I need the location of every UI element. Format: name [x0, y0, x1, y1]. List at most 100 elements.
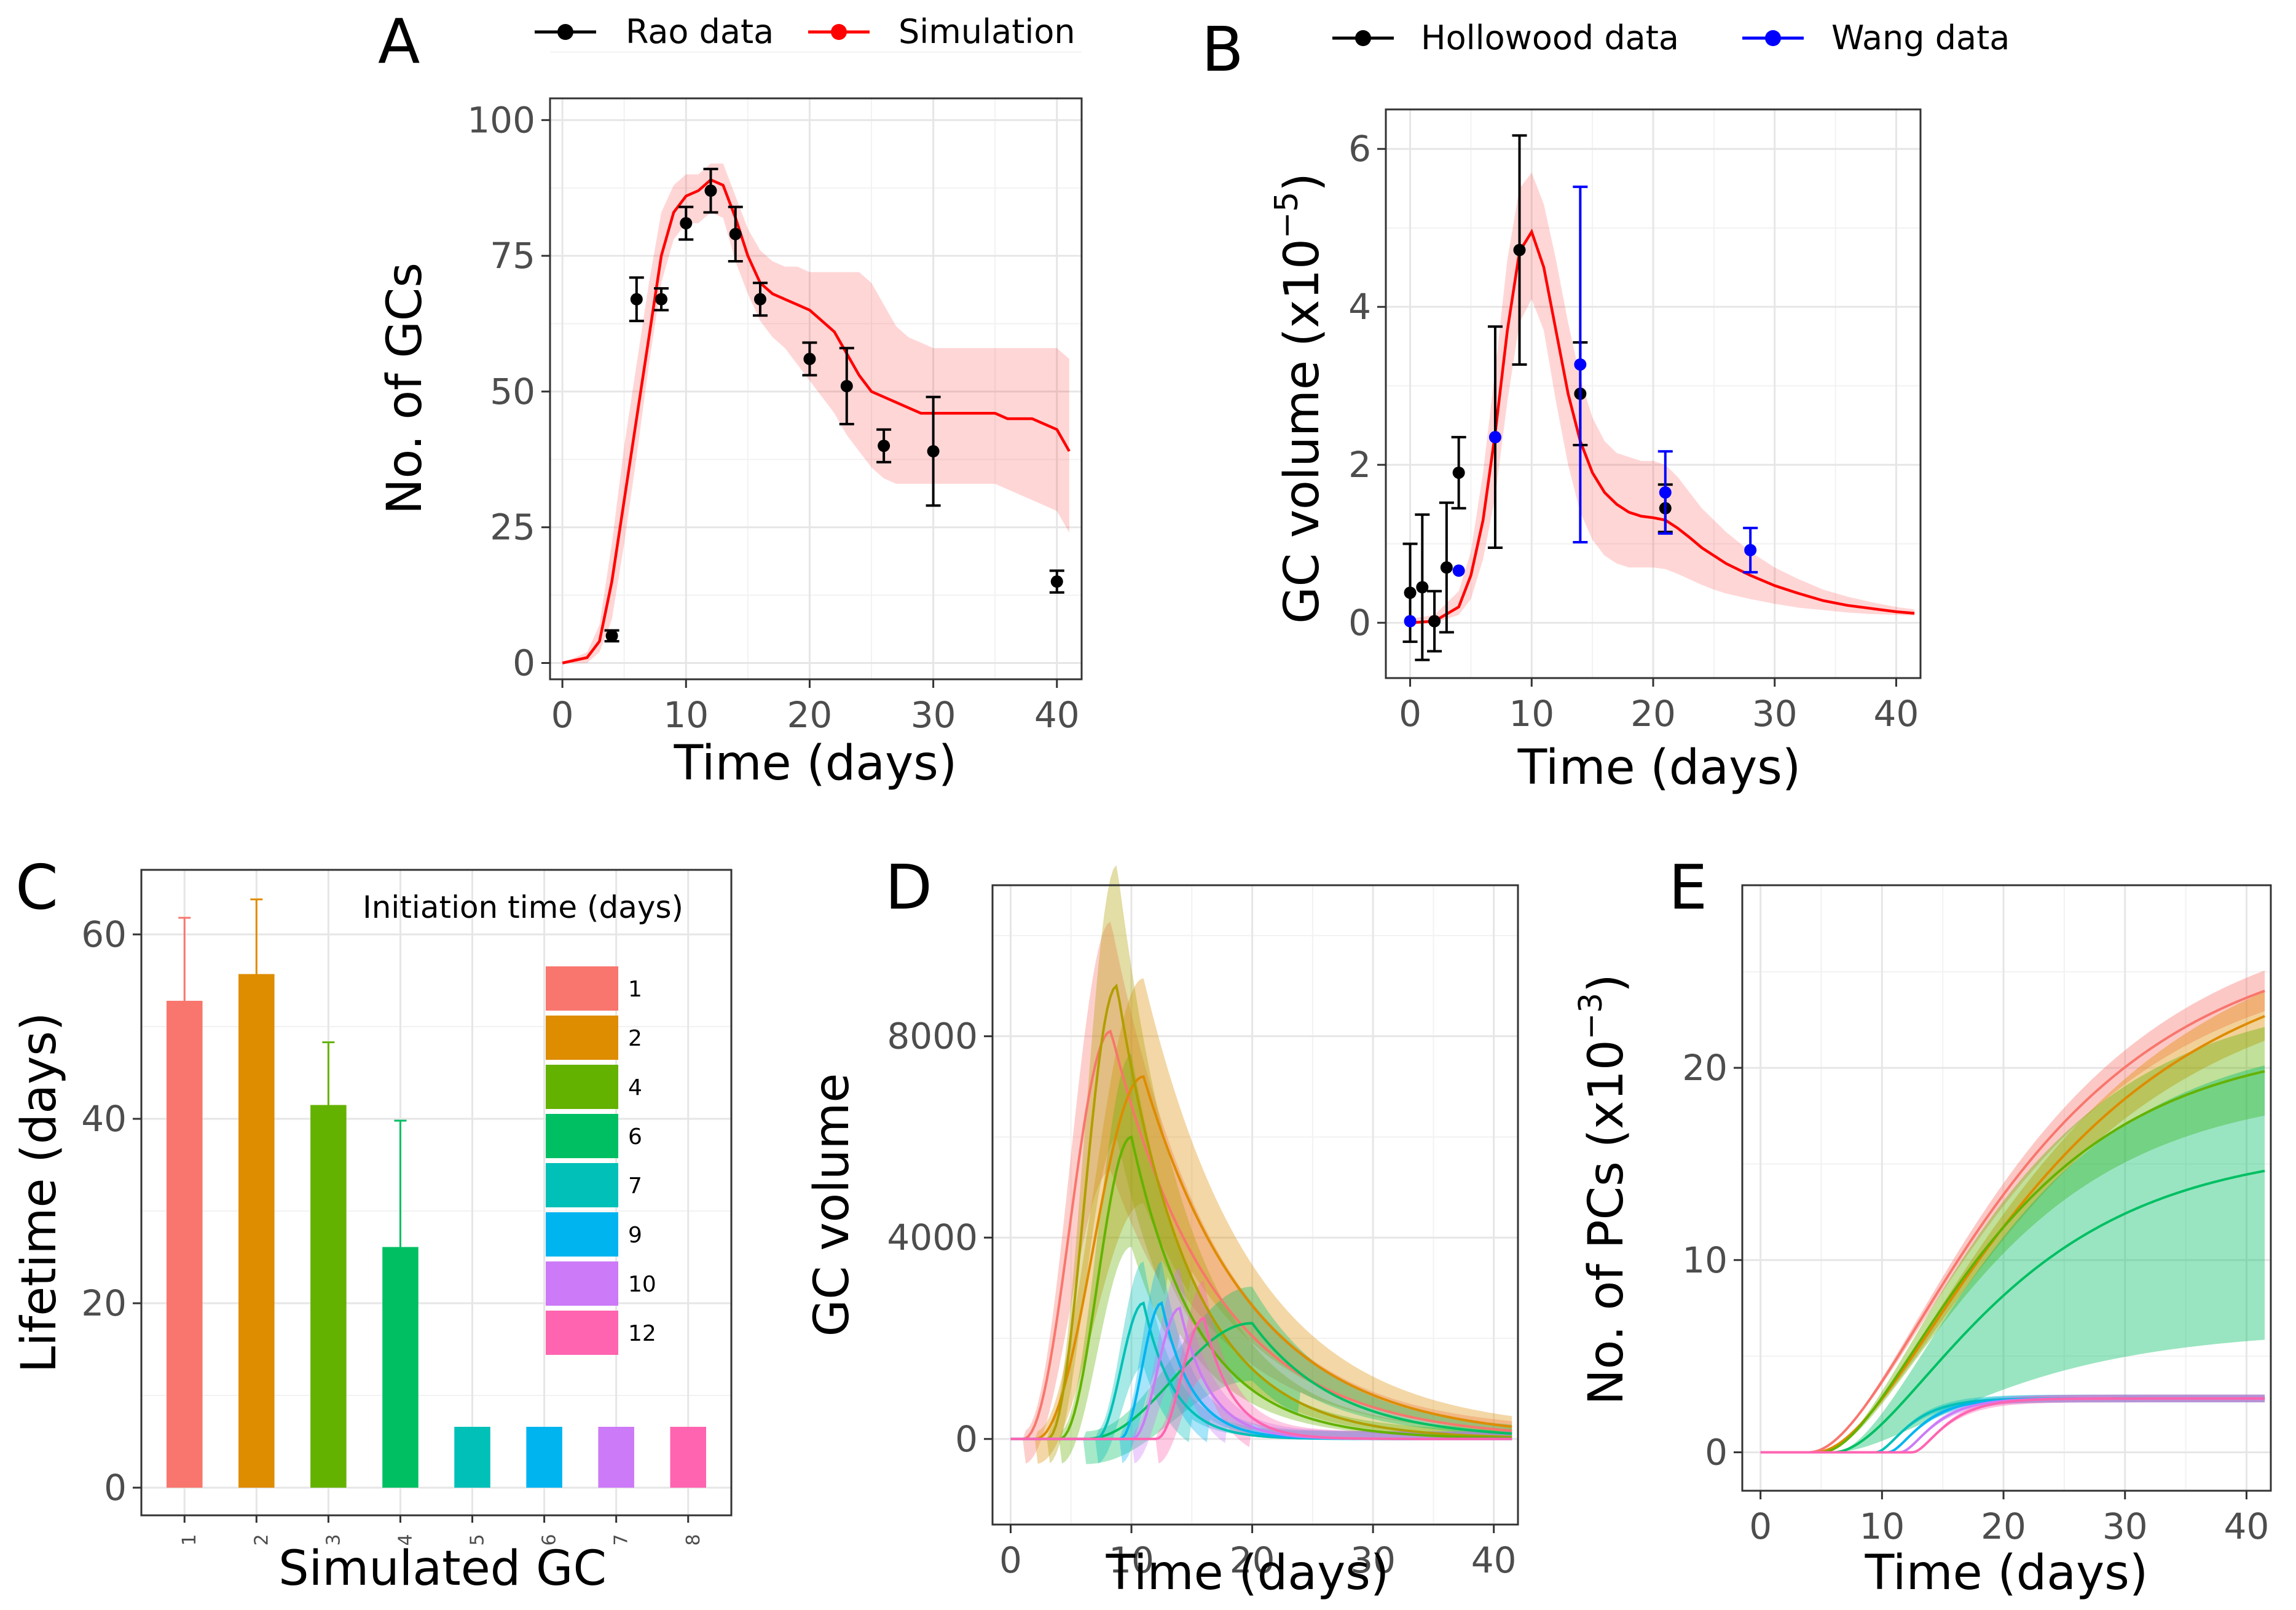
band-gc-6	[1760, 1394, 2265, 1453]
chart-panel-b: 0 10 20 30 40 0 2 4 6 Time (days) GC volume(x10−…	[1268, 18, 2010, 795]
bar-gc-3	[310, 1105, 347, 1488]
x-axis-title-e: Time (days)	[1865, 1545, 2149, 1601]
y-axis-title-group-e: No. of PCs(x10−3)	[1573, 974, 1634, 1405]
bar-gc-8	[670, 1427, 707, 1488]
axis-ticks-e: 0 10 20 30 40 0 10 20	[1682, 1047, 2269, 1547]
data-point-wang	[1452, 564, 1465, 577]
data-point-wang	[1659, 486, 1672, 499]
band-gc-8	[1760, 1394, 2265, 1453]
simulation-line	[1410, 228, 1915, 625]
bar-gc-6	[526, 1427, 562, 1488]
legend-label-simulation: Simulation	[898, 12, 1075, 51]
data-point-wang	[1404, 615, 1417, 628]
legend-a: Rao data Simulation	[535, 12, 1075, 51]
data-point-rao	[729, 227, 742, 240]
band-gc-2	[1760, 991, 2265, 1453]
y-tick-label: 4	[1348, 286, 1371, 328]
data-point-hollowood	[1513, 243, 1526, 256]
x-tick-label: 40	[2224, 1505, 2270, 1547]
plot-frame-c	[140, 869, 733, 1517]
x-tick-label: 20	[1630, 693, 1676, 735]
simulation-line	[562, 178, 1071, 665]
bar-gc-2	[238, 974, 275, 1488]
x-tick-label: 0	[999, 1539, 1022, 1581]
data-point-rao	[1050, 575, 1063, 588]
band-gc-7	[1010, 1261, 1512, 1464]
x-tick-label: 2	[251, 1534, 272, 1545]
band-gc-5	[1010, 1287, 1512, 1464]
legend-key-1	[546, 966, 618, 1011]
plot-frame-a	[549, 97, 1083, 681]
line-gc-4	[1760, 1169, 2265, 1454]
band-gc-7	[1760, 1394, 2265, 1453]
data-point-wang	[1488, 431, 1501, 444]
y-tick-label: 25	[490, 507, 535, 548]
x-tick-label: 30	[1752, 693, 1798, 735]
x-tick-label: 1	[179, 1534, 200, 1545]
legend-label-10: 10	[628, 1272, 656, 1297]
y-axis-title-d: GC volume	[804, 1073, 860, 1337]
legend-marker-wang	[1765, 30, 1781, 46]
y-tick-label: 0	[513, 642, 535, 684]
band-gc-1	[1010, 921, 1512, 1464]
x-axis-title-b: Time (days)	[1517, 740, 1801, 795]
x-tick-label: 20	[1981, 1505, 2026, 1547]
plot-frame-d	[991, 884, 1519, 1526]
legend-label-7: 7	[628, 1174, 642, 1199]
line-gc-4	[1010, 1135, 1512, 1440]
x-tick-label: 40	[1471, 1539, 1517, 1581]
y-tick-label: 100	[467, 99, 535, 141]
chart-panel-d: 0 10 20 30 40 0 4000 8000 Time (days) GC volume	[804, 865, 1519, 1601]
legend-label-12: 12	[628, 1321, 656, 1346]
legend-marker-simulation	[831, 24, 847, 40]
chart-panel-e: 0 10 20 30 40 0 10 20 Time (days) No. of PCs(x1…	[1573, 884, 2272, 1601]
data-point-rao	[840, 380, 853, 393]
bar-gc-5	[454, 1427, 490, 1488]
line-gc-8	[1760, 1397, 2265, 1454]
plot-frame-e	[1741, 884, 2272, 1492]
grid-b	[1386, 109, 1921, 678]
data-point-rao	[704, 184, 717, 197]
band-gc-3	[1760, 1027, 2265, 1453]
band-gc-9	[1010, 1280, 1512, 1464]
x-tick-label: 30	[2102, 1505, 2148, 1547]
legend-label-rao: Rao data	[626, 12, 774, 51]
data-point-hollowood	[1440, 561, 1453, 574]
line-gc-3	[1010, 983, 1512, 1440]
x-tick-label: 0	[1399, 693, 1421, 735]
y-tick-label: 40	[81, 1098, 127, 1140]
line-gc-3	[1760, 1070, 2265, 1454]
line-gc-9	[1010, 1316, 1512, 1440]
legend-label-6: 6	[628, 1124, 642, 1150]
legend-label-2: 2	[628, 1026, 642, 1051]
bar-gc-4	[382, 1247, 419, 1488]
axis-ticks-a: 0 10 20 30 40 0 25 50 75 100	[467, 99, 1079, 736]
band-gc-3	[1010, 865, 1512, 1464]
y-axis-title-c: Lifetime (days)	[12, 1012, 67, 1373]
legend-key-12	[546, 1311, 618, 1355]
x-tick-label: 10	[1509, 693, 1554, 735]
x-tick-label: 30	[911, 694, 956, 736]
x-tick-label: 0	[1749, 1505, 1772, 1547]
axis-ticks-d: 0 10 20 30 40 0 4000 8000	[887, 1016, 1516, 1581]
x-tick-label: 40	[1874, 693, 1919, 735]
y-tick-label: 20	[1682, 1047, 1728, 1089]
legend-marker-hollowood	[1355, 30, 1371, 46]
band-gc-5	[1760, 1394, 2265, 1453]
bands-d	[1010, 865, 1512, 1464]
data-point-rao	[753, 293, 766, 306]
y-tick-label: 0	[955, 1418, 978, 1460]
y-tick-label: 2	[1348, 444, 1371, 486]
grid-e	[1742, 885, 2271, 1491]
legend-key-2	[546, 1016, 618, 1060]
data-point-wang	[1744, 543, 1757, 556]
x-tick-label: 7	[611, 1534, 632, 1545]
bars-c	[166, 898, 707, 1488]
x-tick-label: 3	[323, 1534, 344, 1545]
x-tick-label: 10	[1859, 1505, 1905, 1547]
y-tick-label: 0	[104, 1467, 127, 1509]
lines-e	[1760, 989, 2265, 1454]
